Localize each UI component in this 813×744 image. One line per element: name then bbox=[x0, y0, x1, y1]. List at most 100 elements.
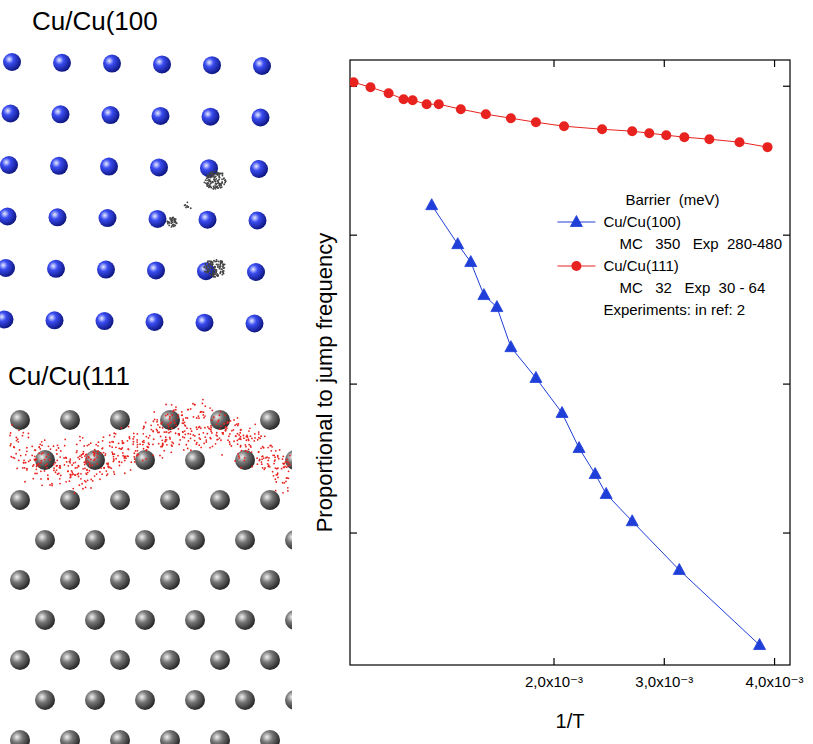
trajectory-dot bbox=[274, 478, 276, 480]
trajectory-dot bbox=[44, 470, 46, 472]
trajectory-dot bbox=[275, 450, 277, 452]
atom bbox=[85, 610, 105, 630]
atom bbox=[210, 730, 230, 744]
trajectory-dot bbox=[171, 427, 173, 429]
atom bbox=[85, 690, 105, 710]
legend-marker bbox=[570, 216, 582, 227]
trajectory-dot bbox=[237, 433, 239, 435]
trajectory-dot bbox=[221, 181, 223, 183]
trajectory-dot bbox=[215, 175, 217, 177]
trajectory-dot bbox=[84, 468, 86, 470]
atom bbox=[199, 211, 217, 229]
trajectory-dot bbox=[190, 438, 192, 440]
trajectory-dot bbox=[279, 449, 281, 451]
trajectory-dot bbox=[122, 442, 124, 444]
trajectory-dot bbox=[185, 425, 187, 427]
trajectory-dot bbox=[189, 433, 191, 435]
trajectory-dot bbox=[169, 418, 171, 420]
trajectory-dot bbox=[185, 444, 187, 446]
trajectory-dot bbox=[224, 179, 226, 181]
trajectory-dot bbox=[200, 427, 202, 429]
x-tick bbox=[553, 658, 554, 665]
lattice-100 bbox=[0, 53, 292, 340]
trajectory-dot bbox=[115, 458, 117, 460]
trajectory-dot bbox=[243, 460, 245, 462]
trajectory-dot bbox=[208, 177, 210, 179]
atom bbox=[253, 57, 271, 75]
trajectory-dot bbox=[79, 436, 81, 438]
trajectory-dot bbox=[204, 271, 206, 273]
trajectory-dot bbox=[258, 431, 260, 433]
trajectory-dot bbox=[152, 431, 154, 433]
trajectory-dot bbox=[182, 420, 184, 422]
atom bbox=[100, 158, 118, 176]
data-point bbox=[384, 88, 394, 98]
trajectory-dot bbox=[276, 474, 278, 476]
trajectory-dot bbox=[222, 173, 224, 175]
trajectory-dot bbox=[222, 271, 224, 273]
trajectory-dot bbox=[136, 433, 138, 435]
trajectory-dot bbox=[214, 176, 216, 178]
trajectory-dot bbox=[53, 445, 55, 447]
atom bbox=[96, 312, 114, 330]
trajectory-dot bbox=[85, 481, 87, 483]
trajectory-dot bbox=[184, 424, 186, 426]
trajectory-dot bbox=[33, 459, 35, 461]
trajectory-dot bbox=[198, 434, 200, 436]
legend-entry: Cu/Cu(100) bbox=[603, 213, 681, 230]
trajectory-dot bbox=[94, 449, 96, 451]
trajectory-dot bbox=[260, 447, 262, 449]
trajectory-dot bbox=[213, 260, 215, 262]
atom bbox=[285, 530, 292, 550]
atom bbox=[35, 610, 55, 630]
atom bbox=[102, 106, 120, 124]
trajectory-dot bbox=[194, 440, 196, 442]
atom bbox=[196, 314, 214, 332]
trajectory-dot bbox=[198, 444, 200, 446]
trajectory-dot bbox=[207, 426, 209, 428]
trajectory-dot bbox=[60, 475, 62, 477]
trajectory-dot bbox=[219, 186, 221, 188]
trajectory-dot bbox=[158, 431, 160, 433]
trajectory-dot bbox=[111, 441, 113, 443]
trajectory-dot bbox=[156, 419, 158, 421]
trajectory-dot bbox=[267, 463, 269, 465]
trajectory-dot bbox=[205, 268, 207, 270]
trajectory-dot bbox=[217, 180, 219, 182]
data-point bbox=[422, 99, 432, 109]
trajectory-dot bbox=[223, 267, 225, 269]
trajectory-dot bbox=[22, 467, 24, 469]
lattice-111 bbox=[9, 399, 292, 744]
trajectory-dot bbox=[98, 441, 100, 443]
trajectory-dot bbox=[20, 455, 22, 457]
atom bbox=[135, 610, 155, 630]
trajectory-dot bbox=[94, 453, 96, 455]
trajectory-dot bbox=[171, 445, 173, 447]
trajectory-dot bbox=[201, 411, 203, 413]
trajectory-dot bbox=[165, 431, 167, 433]
trajectory-dot bbox=[105, 470, 107, 472]
trajectory-dot bbox=[74, 474, 76, 476]
trajectory-dot bbox=[182, 431, 184, 433]
trajectory-dot bbox=[217, 180, 219, 182]
trajectory-dot bbox=[28, 461, 30, 463]
trajectory-dot bbox=[136, 439, 138, 441]
trajectory-dot bbox=[223, 177, 225, 179]
legend-annotation: MC 32 Exp 30 - 64 bbox=[619, 279, 765, 296]
trajectory-dot bbox=[81, 483, 83, 485]
trajectory-dot bbox=[214, 170, 216, 172]
trajectory-dot bbox=[150, 424, 152, 426]
trajectory-dot bbox=[70, 474, 72, 476]
trajectory-dot bbox=[216, 264, 218, 266]
trajectory-dot bbox=[178, 414, 180, 416]
trajectory-dot bbox=[137, 454, 139, 456]
trajectory-dot bbox=[219, 177, 221, 179]
trajectory-dot bbox=[265, 457, 267, 459]
trajectory-dot bbox=[269, 445, 271, 447]
trajectory-dot bbox=[40, 478, 42, 480]
trajectory-dot bbox=[215, 434, 217, 436]
trajectory-dot bbox=[18, 429, 20, 431]
trajectory-dot bbox=[111, 451, 113, 453]
trajectory-dot bbox=[178, 444, 180, 446]
trajectory-dot bbox=[13, 447, 15, 449]
